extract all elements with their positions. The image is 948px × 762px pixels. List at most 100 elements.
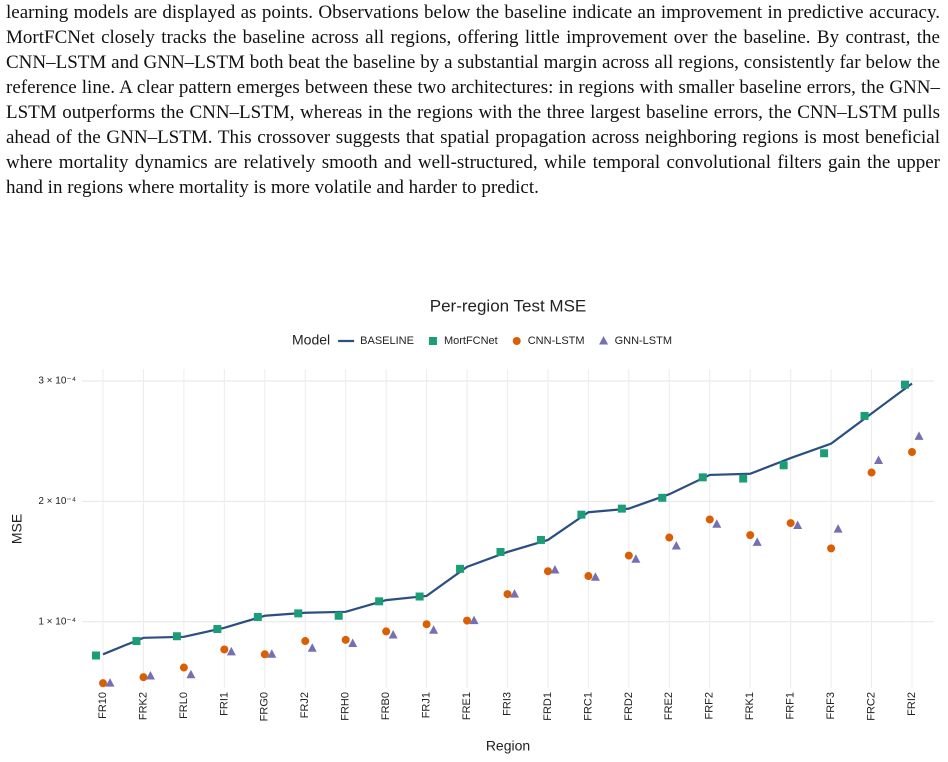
circle-marker: [786, 519, 795, 528]
triangle-marker: [145, 670, 155, 680]
x-tick-label: FRF1: [785, 692, 797, 720]
x-tick-label: FRH0: [340, 692, 352, 721]
y-tick-label: 2 × 10⁻⁴: [38, 496, 76, 507]
x-axis-label: Region: [486, 738, 530, 754]
x-tick-label: FRL0: [178, 692, 190, 719]
x-tick-label: FRD2: [623, 692, 635, 721]
triangle-marker: [914, 431, 924, 440]
circle-marker: [260, 650, 269, 659]
square-marker: [253, 612, 262, 621]
x-tick-label: FRE1: [461, 692, 473, 720]
square-marker: [132, 637, 141, 646]
square-marker: [415, 592, 424, 601]
triangle-marker: [388, 630, 398, 639]
legend-title: Model: [292, 332, 330, 348]
square-marker: [334, 611, 343, 620]
circle-marker: [584, 572, 593, 581]
square-marker: [536, 535, 545, 544]
chart-title: Per-region Test MSE: [430, 296, 587, 315]
x-tick-label: FRI2: [906, 692, 918, 716]
square-marker: [496, 547, 505, 556]
y-axis-label: MSE: [9, 514, 25, 544]
triangle-marker: [752, 537, 762, 546]
triangle-marker: [267, 649, 277, 658]
triangle-marker: [833, 524, 843, 533]
triangle-marker: [874, 455, 884, 464]
square-marker: [375, 597, 384, 606]
y-tick-label: 1 × 10⁻⁴: [38, 616, 76, 627]
triangle-marker: [712, 519, 722, 528]
triangle-marker: [429, 625, 439, 634]
x-tick-label: FR10: [97, 692, 109, 719]
triangle-marker: [671, 540, 681, 550]
triangle-marker: [631, 554, 641, 563]
x-tick-label: FRC1: [582, 692, 594, 721]
triangle-marker: [793, 520, 803, 529]
square-marker: [698, 473, 707, 482]
x-tick-label: FRI3: [501, 692, 513, 716]
square-marker: [92, 651, 100, 660]
square-marker: [577, 510, 586, 519]
square-marker: [213, 625, 222, 634]
triangle-marker: [348, 638, 358, 647]
circle-marker: [463, 616, 472, 625]
square-marker: [172, 632, 181, 641]
x-tick-label: FRJ2: [299, 692, 311, 718]
x-tick-label: FRB0: [380, 692, 392, 720]
triangle-marker: [105, 678, 115, 687]
circle-marker: [139, 673, 148, 682]
x-tick-label: FRE2: [663, 692, 675, 720]
x-tick-label: FRD1: [542, 692, 554, 721]
square-marker: [456, 564, 465, 573]
legend-key: [512, 337, 521, 345]
legend-key: [599, 336, 609, 345]
circle-marker: [746, 531, 755, 540]
triangle-marker: [186, 669, 196, 679]
circle-marker: [827, 544, 836, 553]
legend-label: CNN-LSTM: [528, 335, 585, 347]
legend-key: [428, 337, 437, 345]
circle-marker: [301, 637, 310, 646]
x-tick-label: FRC2: [865, 692, 877, 721]
square-marker: [779, 461, 788, 470]
x-tick-label: FRK2: [137, 692, 149, 720]
square-marker: [617, 504, 626, 513]
x-tick-label: FRG0: [259, 692, 271, 721]
x-tick-label: FRF2: [704, 692, 716, 720]
circle-marker: [543, 567, 552, 576]
circle-marker: [705, 515, 714, 524]
x-tick-label: FRI1: [218, 692, 230, 716]
circle-marker: [220, 645, 229, 654]
circle-marker: [99, 679, 107, 688]
circle-marker: [503, 590, 512, 599]
circle-marker: [867, 468, 876, 477]
square-marker: [739, 474, 748, 483]
square-marker: [901, 380, 909, 389]
circle-marker: [908, 448, 916, 457]
circle-marker: [382, 627, 391, 636]
paragraph: learning models are displayed as points.…: [6, 2, 940, 198]
triangle-marker: [550, 565, 560, 574]
triangle-marker: [226, 646, 236, 656]
legend-label: MortFCNet: [444, 335, 498, 347]
circle-marker: [665, 533, 674, 542]
legend-label: BASELINE: [360, 335, 414, 347]
x-tick-label: FRJ1: [421, 692, 433, 718]
square-marker: [658, 493, 667, 502]
circle-marker: [422, 620, 431, 629]
triangle-marker: [510, 589, 519, 598]
square-marker: [860, 411, 869, 420]
baseline-line: [102, 382, 913, 656]
circle-marker: [624, 551, 633, 560]
triangle-marker: [307, 643, 317, 652]
square-marker: [820, 449, 829, 458]
circle-marker: [179, 663, 188, 672]
x-tick-label: FRK1: [744, 692, 756, 720]
legend-label: GNN-LSTM: [615, 335, 672, 347]
circle-marker: [341, 635, 350, 644]
x-tick-label: FRF3: [825, 692, 837, 720]
triangle-marker: [590, 572, 600, 581]
y-tick-label: 3 × 10⁻⁴: [38, 376, 76, 387]
